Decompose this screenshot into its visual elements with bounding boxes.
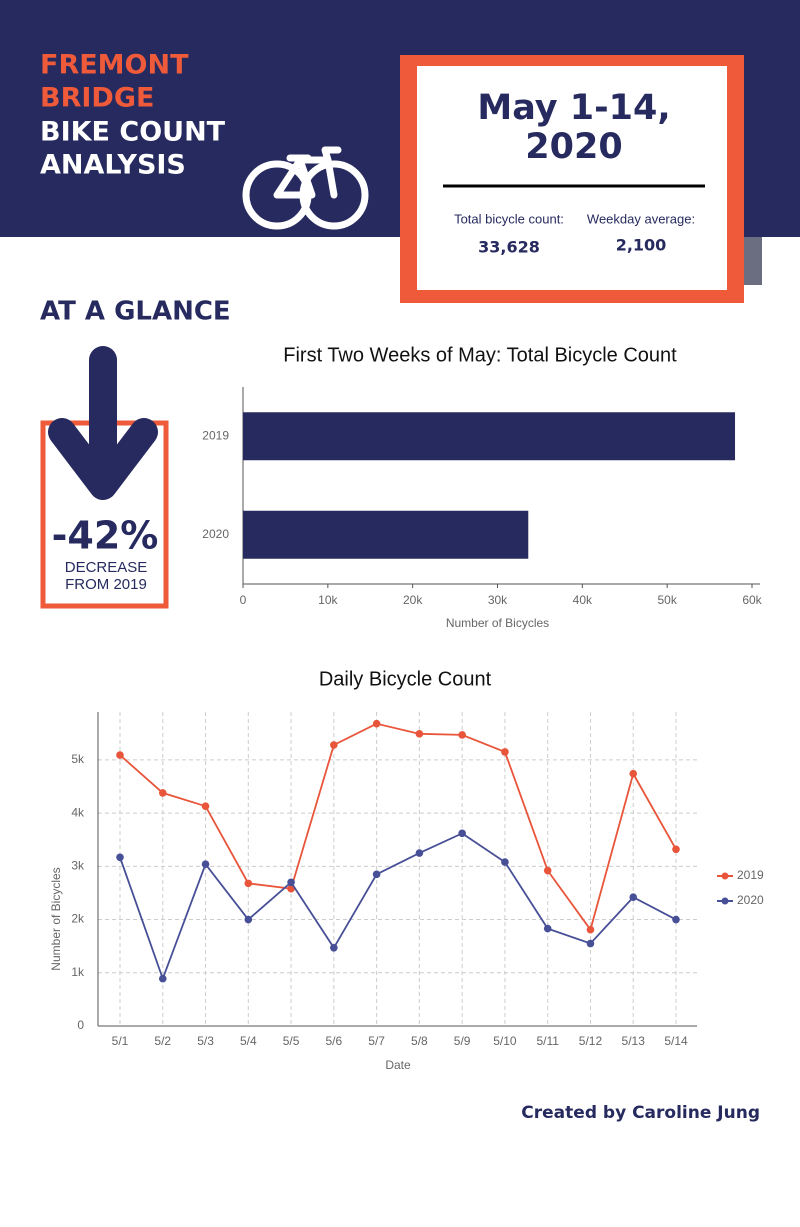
- chart-title: Daily Bicycle Count: [319, 668, 492, 690]
- title-line: BIKE COUNT: [40, 117, 226, 148]
- x-tick-label: 5/3: [197, 1034, 214, 1048]
- x-tick-label: 5/11: [536, 1034, 559, 1048]
- x-tick-label: 5/2: [154, 1034, 171, 1048]
- x-tick-label: 5/1: [112, 1034, 129, 1048]
- point: [116, 853, 124, 862]
- point: [672, 915, 680, 924]
- point: [586, 939, 595, 948]
- point: [415, 730, 424, 738]
- x-tick-label: 0: [240, 593, 247, 607]
- x-tick-label: 5/13: [622, 1034, 646, 1048]
- y-tick-label: 4k: [71, 805, 85, 819]
- stat-value: 33,628: [478, 238, 540, 257]
- section-heading: AT A GLANCE: [40, 297, 231, 327]
- legend-marker: [721, 897, 729, 905]
- point: [458, 731, 466, 739]
- line-series: [119, 722, 677, 932]
- point: [244, 879, 253, 888]
- change-box: [40, 420, 169, 609]
- x-tick-label: 5/10: [493, 1034, 517, 1048]
- x-tick-label: 5/14: [664, 1034, 688, 1048]
- x-tick-label: 5/4: [240, 1034, 257, 1048]
- x-axis-label: Date: [385, 1058, 411, 1072]
- point: [629, 769, 638, 778]
- x-tick-label: 60k: [742, 593, 762, 607]
- stat-label: Weekday average:: [587, 211, 695, 226]
- x-tick-label: 5/7: [368, 1034, 385, 1048]
- y-axis-label: Number of Bicycles: [49, 867, 63, 970]
- x-tick-label: 5/5: [283, 1034, 300, 1048]
- line-series: [119, 832, 677, 982]
- x-tick-label: 5/8: [411, 1034, 428, 1048]
- stat-value: 2,100: [616, 236, 667, 255]
- point: [586, 925, 595, 934]
- x-tick-label: 30k: [488, 593, 508, 607]
- chart-title: First Two Weeks of May: Total Bicycle Co…: [283, 344, 677, 366]
- point: [330, 943, 338, 952]
- point: [201, 860, 210, 869]
- x-tick-label: 5/9: [454, 1034, 471, 1048]
- y-tick-label: 2k: [71, 912, 85, 926]
- x-tick-label: 50k: [657, 593, 677, 607]
- change-value: -42%: [52, 514, 159, 558]
- y-tick-label: 1k: [71, 965, 85, 979]
- y-tick-label: 5k: [71, 752, 85, 766]
- title-line: ANALYSIS: [40, 150, 186, 181]
- point: [287, 878, 295, 887]
- y-tick-label: 2019: [202, 428, 229, 442]
- bike-icon: [242, 146, 369, 230]
- point: [458, 829, 466, 838]
- y-tick-label: 0: [77, 1018, 84, 1032]
- point: [330, 741, 338, 749]
- point: [543, 924, 552, 933]
- point: [201, 802, 210, 810]
- change-label: FROM 2019: [65, 576, 147, 593]
- x-tick-label: 20k: [403, 593, 423, 607]
- legend-label: 2020: [737, 893, 764, 907]
- y-tick-label: 2020: [202, 527, 229, 541]
- point: [158, 974, 167, 983]
- x-axis-label: Number of Bicycles: [446, 616, 549, 630]
- point: [501, 748, 509, 756]
- point: [629, 893, 638, 902]
- x-tick-label: 5/12: [579, 1034, 603, 1048]
- legend-label: 2019: [737, 868, 764, 882]
- box-shadow: [744, 237, 762, 285]
- bar: [243, 510, 529, 559]
- point: [415, 849, 424, 857]
- date-line: 2020: [525, 127, 622, 167]
- down-arrow: [48, 346, 158, 500]
- y-tick-label: 3k: [71, 859, 85, 873]
- point: [372, 719, 381, 728]
- legend-marker: [721, 872, 729, 880]
- credit: Created by Caroline Jung: [521, 1103, 760, 1123]
- point: [244, 915, 253, 924]
- x-tick-label: 10k: [318, 593, 338, 607]
- title-line: FREMONT: [40, 50, 189, 81]
- point: [501, 858, 509, 866]
- stat-label: Total bicycle count:: [454, 211, 564, 226]
- summary-box: [417, 66, 727, 290]
- change-label: DECREASE: [65, 559, 148, 576]
- title-line: BRIDGE: [40, 83, 154, 114]
- x-tick-label: 5/6: [326, 1034, 343, 1048]
- point: [116, 751, 124, 759]
- bar: [243, 412, 736, 461]
- point: [543, 866, 552, 875]
- x-tick-label: 40k: [573, 593, 593, 607]
- point: [672, 845, 680, 854]
- date-line: May 1-14,: [477, 88, 670, 128]
- point: [372, 870, 381, 879]
- point: [158, 789, 167, 797]
